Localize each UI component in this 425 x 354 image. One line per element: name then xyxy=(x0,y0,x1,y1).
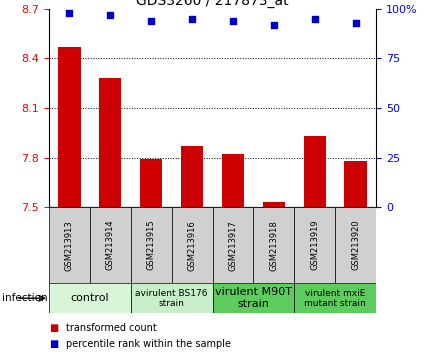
Bar xyxy=(99,78,122,207)
Point xyxy=(312,16,318,22)
Point xyxy=(189,16,196,22)
Text: GSM213919: GSM213919 xyxy=(310,220,319,270)
Text: control: control xyxy=(71,293,109,303)
Bar xyxy=(181,146,203,207)
Point xyxy=(107,12,113,18)
Bar xyxy=(131,207,172,283)
Text: GSM213914: GSM213914 xyxy=(106,220,115,270)
Text: GSM213918: GSM213918 xyxy=(269,220,278,270)
Text: GSM213920: GSM213920 xyxy=(351,220,360,270)
Text: transformed count: transformed count xyxy=(66,322,157,332)
Point xyxy=(270,22,277,28)
Text: virulent mxiE
mutant strain: virulent mxiE mutant strain xyxy=(304,289,366,308)
Text: avirulent BS176
strain: avirulent BS176 strain xyxy=(135,289,208,308)
Text: infection: infection xyxy=(2,293,48,303)
Bar xyxy=(212,207,253,283)
Text: GSM213916: GSM213916 xyxy=(187,220,196,270)
Bar xyxy=(294,207,335,283)
Point xyxy=(230,18,236,24)
Bar xyxy=(335,207,376,283)
Text: ■: ■ xyxy=(49,322,58,332)
Bar xyxy=(172,207,212,283)
Text: GSM213917: GSM213917 xyxy=(229,220,238,270)
Bar xyxy=(303,136,326,207)
Bar xyxy=(58,47,81,207)
Point xyxy=(148,18,155,24)
Bar xyxy=(49,283,131,313)
Text: GSM213915: GSM213915 xyxy=(147,220,156,270)
Bar xyxy=(131,283,212,313)
Text: virulent M90T
strain: virulent M90T strain xyxy=(215,287,292,309)
Bar xyxy=(294,283,376,313)
Bar xyxy=(222,154,244,207)
Bar xyxy=(263,202,285,207)
Bar xyxy=(140,159,162,207)
Text: GSM213913: GSM213913 xyxy=(65,220,74,270)
Text: ■: ■ xyxy=(49,339,58,349)
Bar xyxy=(90,207,131,283)
Title: GDS3260 / 217873_at: GDS3260 / 217873_at xyxy=(136,0,289,8)
Point xyxy=(352,20,359,25)
Bar xyxy=(49,207,90,283)
Text: percentile rank within the sample: percentile rank within the sample xyxy=(66,339,231,349)
Bar xyxy=(253,207,294,283)
Bar xyxy=(212,283,294,313)
Point xyxy=(66,10,73,16)
Bar xyxy=(344,161,367,207)
